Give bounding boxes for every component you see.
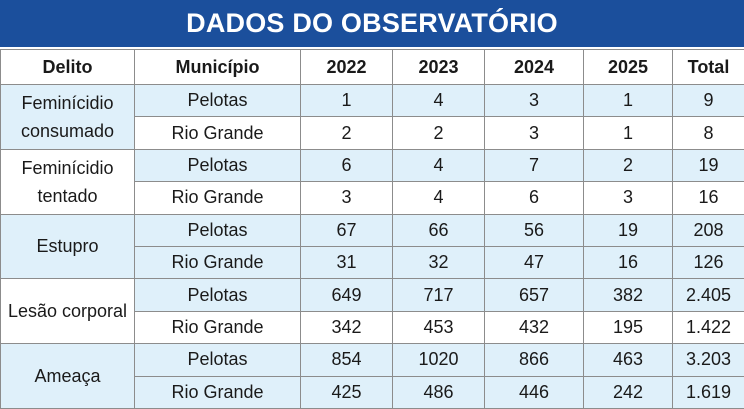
crime-cell: Feminícidio consumado — [1, 85, 135, 150]
municipio-cell: Pelotas — [135, 344, 301, 376]
column-header-delito: Delito — [1, 50, 135, 85]
municipio-cell: Pelotas — [135, 85, 301, 117]
total-cell: 126 — [673, 246, 744, 278]
value-2025-cell: 2 — [584, 149, 673, 181]
column-header-total: Total — [673, 50, 744, 85]
page-title: DADOS DO OBSERVATÓRIO — [0, 0, 744, 47]
value-2024-cell: 3 — [485, 117, 584, 149]
value-2024-cell: 47 — [485, 246, 584, 278]
crime-cell: Ameaça — [1, 344, 135, 409]
value-2025-cell: 463 — [584, 344, 673, 376]
crime-cell: Lesão corporal — [1, 279, 135, 344]
municipio-cell: Rio Grande — [135, 246, 301, 278]
total-cell: 2.405 — [673, 279, 744, 311]
value-2022-cell: 854 — [301, 344, 393, 376]
value-2022-cell: 425 — [301, 376, 393, 408]
value-2023-cell: 1020 — [393, 344, 485, 376]
value-2022-cell: 649 — [301, 279, 393, 311]
total-cell: 9 — [673, 85, 744, 117]
value-2022-cell: 67 — [301, 214, 393, 246]
observatory-table: Delito Município 2022 2023 2024 2025 Tot… — [0, 49, 744, 409]
municipio-cell: Pelotas — [135, 149, 301, 181]
total-cell: 8 — [673, 117, 744, 149]
value-2024-cell: 6 — [485, 182, 584, 214]
crime-cell: Estupro — [1, 214, 135, 279]
total-cell: 1.619 — [673, 376, 744, 408]
value-2025-cell: 1 — [584, 117, 673, 149]
value-2023-cell: 32 — [393, 246, 485, 278]
value-2025-cell: 382 — [584, 279, 673, 311]
value-2023-cell: 4 — [393, 149, 485, 181]
total-cell: 208 — [673, 214, 744, 246]
value-2025-cell: 1 — [584, 85, 673, 117]
value-2024-cell: 657 — [485, 279, 584, 311]
value-2023-cell: 486 — [393, 376, 485, 408]
total-cell: 3.203 — [673, 344, 744, 376]
value-2024-cell: 56 — [485, 214, 584, 246]
total-cell: 19 — [673, 149, 744, 181]
value-2024-cell: 866 — [485, 344, 584, 376]
value-2024-cell: 432 — [485, 311, 584, 343]
column-header-2023: 2023 — [393, 50, 485, 85]
value-2025-cell: 16 — [584, 246, 673, 278]
value-2024-cell: 446 — [485, 376, 584, 408]
value-2024-cell: 7 — [485, 149, 584, 181]
value-2023-cell: 2 — [393, 117, 485, 149]
municipio-cell: Rio Grande — [135, 182, 301, 214]
header-row: Delito Município 2022 2023 2024 2025 Tot… — [1, 50, 744, 85]
crime-cell: Feminícidio tentado — [1, 149, 135, 214]
value-2022-cell: 6 — [301, 149, 393, 181]
value-2025-cell: 19 — [584, 214, 673, 246]
municipio-cell: Pelotas — [135, 214, 301, 246]
value-2023-cell: 4 — [393, 85, 485, 117]
value-2022-cell: 3 — [301, 182, 393, 214]
value-2023-cell: 453 — [393, 311, 485, 343]
value-2025-cell: 3 — [584, 182, 673, 214]
value-2023-cell: 717 — [393, 279, 485, 311]
value-2022-cell: 342 — [301, 311, 393, 343]
municipio-cell: Pelotas — [135, 279, 301, 311]
value-2022-cell: 2 — [301, 117, 393, 149]
value-2024-cell: 3 — [485, 85, 584, 117]
value-2025-cell: 195 — [584, 311, 673, 343]
municipio-cell: Rio Grande — [135, 311, 301, 343]
column-header-2022: 2022 — [301, 50, 393, 85]
total-cell: 16 — [673, 182, 744, 214]
municipio-cell: Rio Grande — [135, 376, 301, 408]
column-header-2024: 2024 — [485, 50, 584, 85]
value-2025-cell: 242 — [584, 376, 673, 408]
column-header-municipio: Município — [135, 50, 301, 85]
value-2023-cell: 4 — [393, 182, 485, 214]
total-cell: 1.422 — [673, 311, 744, 343]
municipio-cell: Rio Grande — [135, 117, 301, 149]
value-2022-cell: 1 — [301, 85, 393, 117]
column-header-2025: 2025 — [584, 50, 673, 85]
value-2023-cell: 66 — [393, 214, 485, 246]
value-2022-cell: 31 — [301, 246, 393, 278]
